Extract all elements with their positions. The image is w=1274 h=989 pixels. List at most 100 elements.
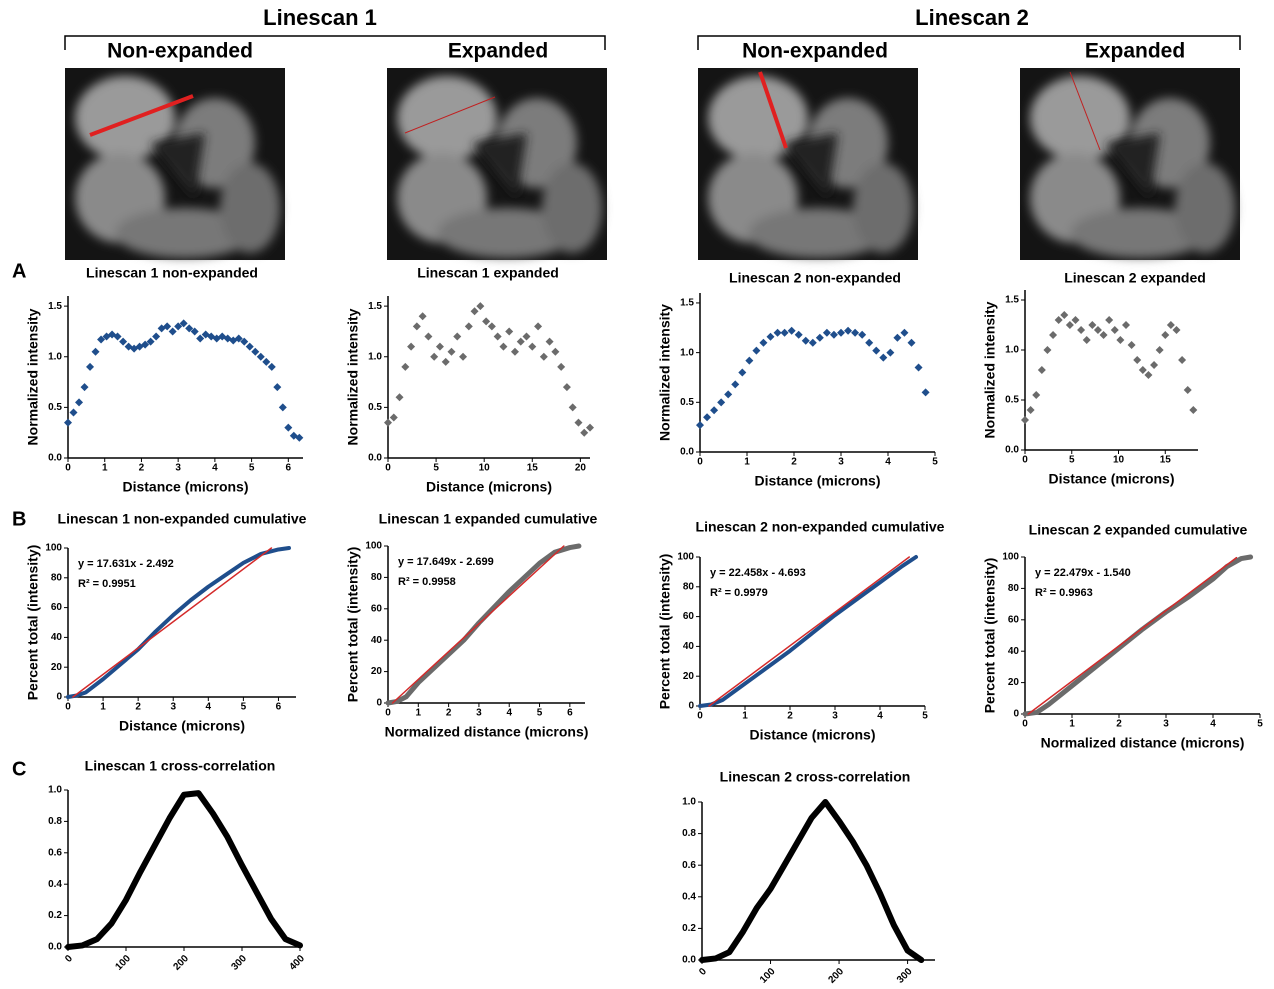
y-tick-label: 60 (1008, 614, 1020, 625)
point (401, 362, 410, 371)
chart-title: Linescan 2 expanded cumulative (1029, 522, 1248, 538)
point (295, 433, 304, 442)
point (534, 322, 543, 331)
y-tick-label: 80 (371, 572, 383, 583)
y-tick-label: 20 (371, 666, 383, 677)
y-tick-label: 0.2 (48, 910, 62, 921)
point (424, 332, 433, 341)
point (1178, 356, 1187, 364)
x-tick-label: 0 (385, 708, 391, 719)
point (1065, 321, 1074, 329)
chart-title: Linescan 2 non-expanded (729, 270, 901, 286)
x-tick-label: 0 (697, 711, 703, 722)
line (66, 546, 291, 699)
x-tick-label: 5 (1257, 719, 1263, 730)
x-tick-label: 1 (100, 702, 106, 713)
point (865, 338, 874, 347)
y-axis-label: Normalized intensity (345, 308, 361, 445)
annotation: y = 22.479x - 1.540 (1035, 567, 1131, 579)
point (69, 408, 78, 417)
x-tick-label: 2 (787, 711, 793, 722)
chart: Linescan 1 cross-correlation 0.0 0.2 0.4 0.6… (48, 758, 307, 973)
point (430, 352, 439, 361)
point (1021, 416, 1029, 424)
cell (1175, 163, 1235, 253)
y-tick-label: 0 (1013, 709, 1019, 720)
column-title: Non-expanded (742, 40, 888, 63)
point (267, 362, 276, 371)
x-tick-label: 5 (537, 708, 543, 719)
point (1082, 336, 1091, 344)
chart-title: Linescan 1 expanded cumulative (379, 511, 598, 527)
scan-line (404, 96, 496, 134)
point (539, 352, 548, 361)
point (545, 337, 554, 346)
x-tick-label: 10 (1113, 455, 1125, 466)
y-tick-label: 20 (1008, 677, 1020, 688)
y-tick-label: 0 (56, 692, 62, 703)
y-tick-label: 1.0 (682, 797, 696, 808)
x-tick-label: 2 (135, 702, 141, 713)
point (1032, 391, 1041, 399)
cells (75, 76, 280, 258)
y-tick-label: 40 (1008, 646, 1020, 657)
x-tick-label: 3 (476, 708, 482, 719)
cavity (472, 133, 527, 198)
point (163, 322, 172, 331)
point (580, 428, 589, 437)
point (752, 346, 761, 355)
y-tick-label: 0.4 (48, 879, 62, 890)
chart-title: Linescan 2 expanded (1064, 270, 1206, 286)
x-tick-label: 1 (416, 708, 422, 719)
point (731, 380, 740, 389)
x-tick-label: 4 (506, 708, 512, 719)
x-tick-label: 15 (1160, 455, 1172, 466)
chart: Linescan 1 expanded cumulative0204060801… (345, 511, 598, 740)
x-tick-label: 200 (826, 966, 846, 986)
cell (853, 163, 913, 253)
y-tick-label: 80 (51, 572, 63, 583)
point (837, 328, 845, 337)
chart-title: Linescan 1 non-expanded cumulative (58, 511, 307, 527)
y-axis-label: Percent total (intensity) (25, 545, 41, 701)
group-title: Linescan 2 (915, 5, 1029, 30)
point (574, 418, 583, 427)
point (717, 398, 726, 407)
cavity (783, 133, 838, 198)
point (86, 362, 95, 371)
point (522, 332, 531, 341)
x-tick-label: 5 (932, 457, 938, 468)
point (858, 330, 867, 339)
y-tick-label: 0.4 (682, 891, 696, 902)
x-tick-label: 0 (1022, 719, 1028, 730)
point (844, 326, 853, 335)
point (453, 332, 462, 341)
point (893, 333, 902, 342)
point (1105, 316, 1114, 324)
y-tick-label: 0 (376, 698, 382, 709)
x-tick-label: 200 (171, 953, 191, 973)
x-tick-label: 1 (1069, 719, 1075, 730)
point (464, 322, 473, 331)
point (240, 337, 249, 346)
point (418, 312, 427, 321)
y-tick-label: 60 (683, 611, 695, 622)
point (476, 302, 485, 311)
micrograph (387, 68, 607, 260)
point (459, 352, 468, 361)
x-tick-label: 100 (758, 966, 778, 986)
x-axis-label: Distance (microns) (122, 479, 248, 495)
point (510, 347, 519, 356)
point (97, 335, 106, 344)
y-tick-label: 0.0 (368, 453, 382, 464)
point (152, 332, 161, 341)
x-tick-label: 5 (433, 463, 439, 474)
point (1026, 406, 1035, 414)
point (1127, 341, 1136, 349)
x-axis-label: Distance (microns) (1048, 471, 1174, 487)
y-tick-label: 0.5 (1005, 395, 1019, 406)
x-tick-label: 2 (139, 463, 145, 474)
point (557, 362, 566, 371)
x-tick-label: 3 (838, 457, 844, 468)
x-tick-label: 2 (446, 708, 452, 719)
